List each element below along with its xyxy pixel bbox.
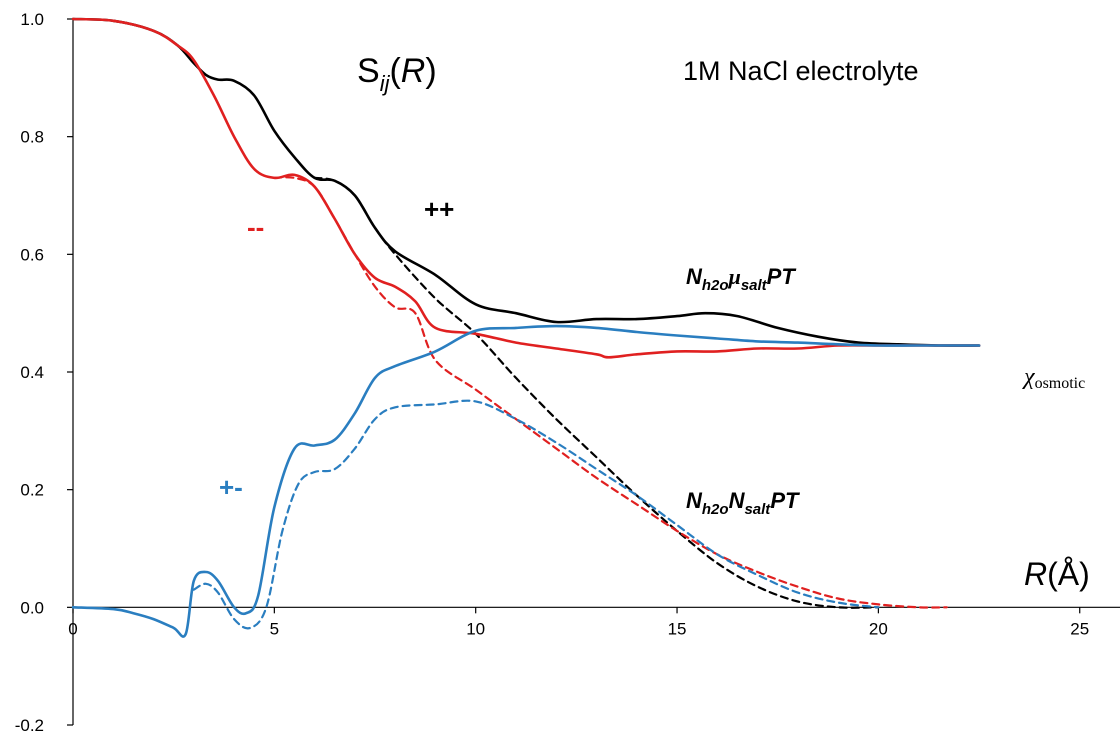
y-tick-label: 0.2 — [20, 481, 44, 500]
plusminus-label: +- — [219, 472, 243, 502]
y-tick-label: 0.6 — [20, 245, 44, 264]
plusplus-label: ++ — [424, 194, 454, 224]
series-line-pp_dash — [313, 176, 880, 609]
x-tick-label: 10 — [466, 619, 485, 638]
y-tick-label: 0.4 — [20, 363, 44, 382]
minusminus-label: -- — [247, 212, 264, 242]
x-tick-label: 20 — [869, 619, 888, 638]
series-line-mm_dash — [273, 176, 948, 609]
series-line-pm_dash — [192, 399, 880, 630]
y-tick-label: -0.2 — [15, 716, 44, 735]
label-nh2o-nsalt-pt: Nh2oNsaltPT — [686, 488, 800, 518]
series-line-pp_solid — [71, 17, 981, 347]
series-layer — [71, 17, 981, 638]
x-ticks: 0510152025 — [68, 607, 1089, 638]
x-tick-label: 25 — [1070, 619, 1089, 638]
chart-title: Sij(R) — [357, 52, 437, 96]
x-axis-label: R(Å) — [1024, 556, 1090, 592]
x-tick-label: 15 — [668, 619, 687, 638]
y-tick-label: 1.0 — [20, 10, 44, 29]
series-line-mm_solid — [71, 17, 981, 359]
x-axis: 0510152025 — [68, 606, 1120, 638]
y-tick-label: 0.8 — [20, 128, 44, 147]
chi-osmotic-label: χosmotic — [1022, 364, 1085, 392]
series-line-pm_solid — [71, 324, 981, 638]
electrolyte-label: 1M NaCl electrolyte — [683, 56, 919, 86]
y-tick-label: 0.0 — [20, 598, 44, 617]
label-nh2o-musalt-pt: Nh2oμsaltPT — [686, 264, 796, 294]
x-tick-label: 5 — [270, 619, 279, 638]
y-ticks: -0.2 0.0 0.2 0.4 0.6 0.8 1.0 — [15, 10, 73, 735]
y-axis: -0.2 0.0 0.2 0.4 0.6 0.8 1.0 — [15, 10, 74, 735]
